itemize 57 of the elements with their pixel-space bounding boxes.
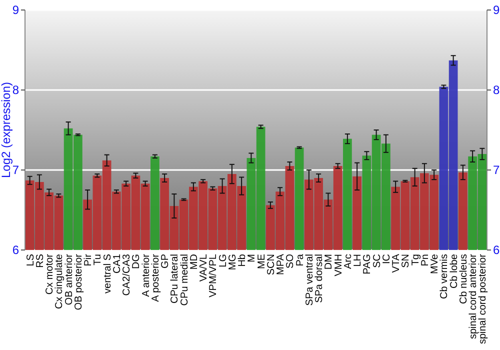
- x-tick-label: CPu lateral: [170, 254, 181, 304]
- x-tick-label: MVe: [430, 254, 441, 274]
- x-tick-label: SO: [285, 254, 296, 268]
- x-tick-label: M: [246, 254, 258, 262]
- y-tick-label: 7: [12, 163, 20, 178]
- x-tick-label: Tu: [92, 254, 104, 266]
- x-tick-label: Cb vermis: [439, 254, 450, 300]
- x-tick-label: OB anterior: [64, 253, 75, 306]
- x-tick-label: PAG: [362, 254, 374, 274]
- x-tick-label: VPM/VPL: [208, 254, 220, 298]
- x-tick-label: SN: [400, 254, 412, 268]
- x-tick-label: LS: [25, 254, 36, 266]
- x-tick-label: Pir: [83, 253, 94, 266]
- x-tick-label: GP: [160, 254, 172, 268]
- x-tick-label: A posterior: [150, 253, 162, 302]
- x-tick-label: Cb nucleus: [458, 254, 470, 304]
- x-tick-label: Pn: [420, 254, 431, 266]
- x-tick-label: Arc: [342, 254, 354, 269]
- x-tick-label: MD: [188, 254, 200, 270]
- x-tick-label: LG: [218, 254, 229, 268]
- x-tick-label: Hb: [237, 254, 248, 267]
- x-tick-label: VMH: [333, 254, 344, 276]
- x-tick-label: spinal cord posterior: [478, 253, 489, 344]
- x-tick-label: DM: [324, 254, 335, 270]
- x-tick-label: ventral S: [102, 254, 114, 294]
- x-tick-label: ME: [256, 254, 268, 269]
- x-tick-label: CPu medial: [179, 254, 190, 306]
- x-tick-label: MPA: [276, 254, 287, 275]
- x-tick-label: RS: [34, 254, 46, 268]
- x-tick-label: Cx cingulate: [54, 254, 66, 310]
- x-tick-label: DG: [131, 254, 142, 269]
- x-tick-label: CA1: [112, 254, 123, 274]
- x-tick-label: SCN: [266, 254, 277, 276]
- y-tick-label: 8: [12, 83, 20, 98]
- x-tick-label: Cb lobe: [448, 254, 460, 288]
- x-tick-label: VA/VL: [198, 254, 210, 282]
- x-tick-label: SPa dorsal: [314, 254, 326, 303]
- x-tick-label: spinal cord anterior: [468, 253, 480, 340]
- y-axis-title: Log2 (expression): [0, 82, 13, 178]
- y2-tick-label: 6: [493, 243, 500, 258]
- x-tick-label: Cx motor: [44, 253, 56, 295]
- y2-tick-label: 8: [493, 83, 500, 98]
- x-tick-label: OB posterior: [73, 253, 84, 310]
- x-tick-label: CA2/CA3: [122, 254, 133, 296]
- y2-tick-label: 9: [493, 3, 500, 18]
- x-tick-label: A anterior: [140, 253, 152, 297]
- x-tick-label: Pa: [294, 254, 306, 266]
- x-tick-label: SPa ventral: [304, 254, 316, 306]
- x-tick-label: VTA: [391, 254, 402, 273]
- y-tick-label: 6: [12, 243, 20, 258]
- y2-tick-label: 7: [493, 163, 500, 178]
- x-tick-label: LH: [352, 254, 364, 267]
- y-tick-label: 9: [12, 3, 20, 18]
- x-tick-label: MG: [227, 254, 238, 270]
- x-tick-label: IC: [381, 254, 392, 264]
- x-tick-label: Tg: [410, 254, 422, 266]
- x-tick-label: SC: [372, 254, 383, 268]
